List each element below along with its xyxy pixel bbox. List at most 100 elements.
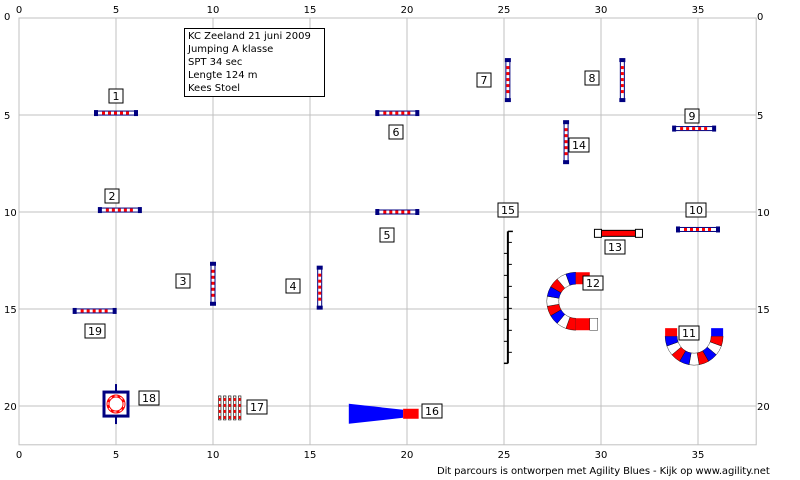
plank-stripe xyxy=(218,415,221,419)
bar-stripe xyxy=(111,208,115,212)
obstacle-14 xyxy=(563,120,570,165)
plank-stripe xyxy=(218,403,221,407)
plank-stripe xyxy=(218,409,221,413)
bar-stripe xyxy=(129,208,133,212)
bar-stripe xyxy=(407,210,411,214)
plank-stripe xyxy=(238,397,241,401)
bar-stripe xyxy=(686,127,690,131)
number-label-8: 8 xyxy=(584,70,600,86)
bar-stripe xyxy=(102,111,105,115)
number-box xyxy=(582,275,604,291)
bar-stripe xyxy=(620,84,624,88)
bar-stripe xyxy=(211,275,215,279)
number-label-2: 2 xyxy=(104,188,120,204)
field-border xyxy=(18,17,757,446)
bar-stripe xyxy=(564,146,568,150)
plank-stripe xyxy=(223,397,226,401)
bar-stripe xyxy=(401,210,405,214)
number-box xyxy=(678,325,700,341)
number-text: 19 xyxy=(88,325,102,338)
obstacle-15 xyxy=(503,230,513,365)
bar-stripe xyxy=(105,208,109,212)
y-tick-label-left: 15 xyxy=(4,305,17,316)
number-box xyxy=(84,323,106,339)
jump-wing xyxy=(375,110,380,117)
number-label-10: 10 xyxy=(685,202,707,218)
bar-stripe xyxy=(318,291,322,295)
number-box xyxy=(138,390,160,406)
tunnel-segment xyxy=(711,328,724,337)
obstacle-11 xyxy=(664,328,724,366)
course-length: Lengte 124 m xyxy=(188,70,258,81)
bar-stripe xyxy=(114,111,117,115)
x-tick-label-top: 35 xyxy=(692,5,705,16)
number-box xyxy=(421,403,443,419)
number-text: 10 xyxy=(689,204,703,217)
bar-stripe xyxy=(211,269,215,273)
number-label-16: 16 xyxy=(421,403,443,419)
x-tick-label-bottom: 5 xyxy=(113,450,119,461)
y-tick-label-left: 0 xyxy=(4,12,10,23)
plank-stripe xyxy=(228,409,231,413)
chute-fabric xyxy=(348,403,404,424)
x-tick-label-top: 10 xyxy=(207,5,220,16)
number-label-13: 13 xyxy=(604,239,626,255)
number-text: 14 xyxy=(572,139,586,152)
plank-stripe xyxy=(223,409,226,413)
jump-wing xyxy=(619,58,626,63)
bar-stripe xyxy=(690,227,693,231)
jump-wing xyxy=(619,98,626,103)
x-tick-label-top: 20 xyxy=(401,5,414,16)
number-label-1: 1 xyxy=(108,88,124,104)
bar-stripe xyxy=(126,111,129,115)
number-label-9: 9 xyxy=(684,108,700,124)
course-info-box: KC Zeeland 21 juni 2009 Jumping A klasse… xyxy=(184,28,325,97)
number-label-4: 4 xyxy=(285,278,301,294)
tire-ring-stripe xyxy=(107,395,125,413)
obstacle-3 xyxy=(210,261,216,306)
bar-stripe xyxy=(692,127,696,131)
jump-wing xyxy=(415,110,420,117)
plank-stripe xyxy=(233,403,236,407)
plank-stripe xyxy=(233,397,236,401)
bar-stripe xyxy=(506,72,510,76)
bar-stripe xyxy=(389,210,393,214)
bar-stripe xyxy=(506,78,510,82)
bar-stripe xyxy=(564,128,568,132)
number-label-15: 15 xyxy=(497,202,519,218)
jump-wing xyxy=(316,265,323,270)
obstacle-12 xyxy=(546,272,598,331)
bar-stripe xyxy=(708,227,711,231)
jump-wing xyxy=(712,125,717,132)
number-text: 15 xyxy=(501,204,515,217)
y-tick-label-right: 15 xyxy=(757,305,770,316)
bar-stripe xyxy=(92,309,96,313)
number-text: 18 xyxy=(142,392,156,405)
number-text: 2 xyxy=(109,190,116,203)
obstacle-18 xyxy=(102,384,130,425)
plank-stripe xyxy=(233,415,236,419)
bar-stripe xyxy=(80,309,84,313)
x-tick-label-top: 5 xyxy=(113,5,119,16)
number-label-11: 11 xyxy=(678,325,700,341)
jump-wing xyxy=(634,228,643,238)
jump-wing xyxy=(97,207,102,214)
number-text: 1 xyxy=(113,90,120,103)
plank-stripe xyxy=(238,403,241,407)
bar-stripe xyxy=(620,78,624,82)
jump-wing xyxy=(137,207,142,214)
number-label-17: 17 xyxy=(246,399,268,415)
number-box xyxy=(108,88,124,104)
number-text: 7 xyxy=(481,74,488,87)
number-text: 4 xyxy=(290,280,297,293)
bar-stripe xyxy=(104,309,108,313)
bar-stripe xyxy=(680,127,684,131)
jump-wing xyxy=(112,307,117,314)
x-tick-label-bottom: 15 xyxy=(304,450,317,461)
bar-stripe xyxy=(401,111,405,115)
obstacle-13 xyxy=(593,228,643,238)
number-text: 11 xyxy=(682,327,696,340)
bar-stripe xyxy=(564,140,568,144)
